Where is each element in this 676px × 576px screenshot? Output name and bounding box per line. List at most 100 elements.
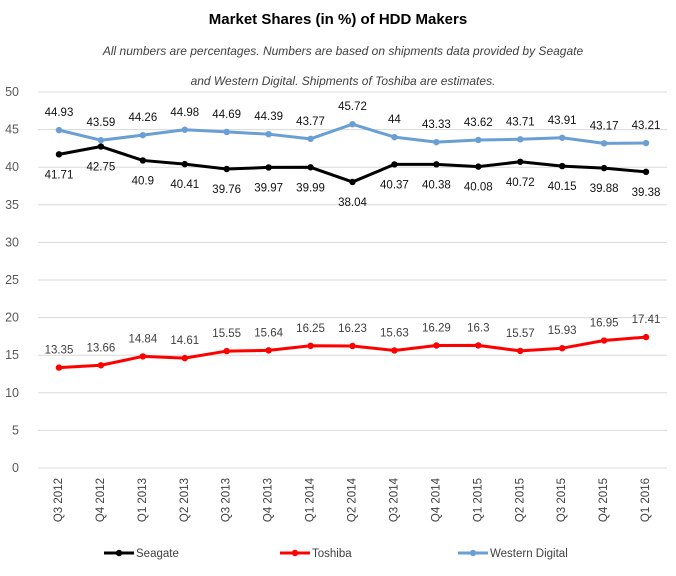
data-label-sg: 39.76 bbox=[212, 184, 241, 196]
data-label-sg: 40.41 bbox=[170, 179, 199, 191]
data-label-tb: 15.57 bbox=[506, 328, 535, 340]
data-point-sg bbox=[642, 168, 650, 176]
data-point-wd bbox=[558, 134, 566, 141]
data-point-tb bbox=[139, 353, 147, 360]
chart-subtitle-line-2: and Western Digital. Shipments of Toshib… bbox=[191, 74, 496, 88]
data-label-wd: 44.93 bbox=[45, 107, 74, 119]
data-point-sg bbox=[349, 178, 356, 186]
data-point-tb bbox=[600, 337, 608, 344]
series: 41.71 42.75 40.9 40.41 39.76 39.97 39.99 38.04 4… bbox=[45, 101, 661, 371]
data-point-tb bbox=[223, 347, 230, 355]
data-point-tb bbox=[307, 342, 314, 349]
data-point-sg bbox=[558, 162, 566, 170]
x-tick-label: Q3 2014 bbox=[388, 477, 400, 522]
data-point-sg bbox=[181, 160, 188, 168]
series-wd: 44.93 43.59 44.26 44.98 44.69 44.39 43.77 45.72… bbox=[45, 101, 660, 147]
x-tick-label: Q1 2015 bbox=[472, 478, 484, 522]
x-axis-ticks: Q3 2012 Q4 2012 Q1 2013 Q2 2013 Q3 2013 Q4 20… bbox=[53, 477, 652, 522]
data-point-tb bbox=[55, 364, 63, 371]
x-tick-label: Q1 2013 bbox=[137, 478, 149, 522]
y-tick-label: 20 bbox=[5, 311, 19, 325]
data-label-sg: 40.72 bbox=[506, 177, 535, 189]
data-point-wd bbox=[223, 128, 230, 136]
x-tick-label: Q4 2012 bbox=[95, 478, 107, 522]
data-label-tb: 13.35 bbox=[45, 345, 74, 357]
data-point-sg bbox=[307, 164, 314, 171]
y-tick-label: 5 bbox=[12, 423, 19, 437]
data-label-sg: 39.88 bbox=[590, 183, 619, 195]
data-point-sg bbox=[97, 143, 105, 150]
chart-title: Market Shares (in %) of HDD Makers bbox=[209, 11, 467, 28]
legend-marker bbox=[469, 549, 477, 557]
data-point-sg bbox=[433, 161, 440, 168]
data-point-wd bbox=[307, 135, 314, 143]
data-label-tb: 16.95 bbox=[590, 318, 619, 330]
data-label-sg: 40.15 bbox=[548, 181, 577, 193]
x-tick-label: Q2 2014 bbox=[347, 477, 359, 522]
data-label-wd: 43.17 bbox=[590, 120, 619, 132]
data-point-wd bbox=[55, 126, 63, 134]
data-point-tb bbox=[97, 362, 105, 369]
data-point-tb bbox=[517, 347, 524, 355]
data-point-sg bbox=[475, 163, 482, 170]
data-label-wd: 45.72 bbox=[338, 101, 367, 113]
y-tick-label: 35 bbox=[5, 198, 19, 212]
series-sg: 41.71 42.75 40.9 40.41 39.76 39.97 39.99 38.04 4… bbox=[45, 143, 661, 209]
x-tick-label: Q4 2014 bbox=[430, 477, 442, 522]
data-label-sg: 40.9 bbox=[132, 175, 154, 187]
data-label-wd: 43.71 bbox=[506, 116, 535, 128]
data-point-wd bbox=[475, 136, 482, 144]
data-label-tb: 17.41 bbox=[632, 314, 661, 326]
x-tick-label: Q3 2015 bbox=[556, 478, 568, 522]
x-tick-label: Q4 2015 bbox=[598, 478, 610, 522]
legend-marker bbox=[291, 549, 299, 557]
data-point-wd bbox=[600, 140, 608, 147]
data-label-wd: 43.62 bbox=[464, 117, 493, 129]
x-tick-label: Q1 2014 bbox=[305, 477, 317, 522]
data-point-wd bbox=[349, 120, 356, 128]
data-point-sg bbox=[265, 164, 272, 171]
data-point-tb bbox=[349, 342, 356, 350]
y-tick-label: 10 bbox=[5, 386, 19, 400]
data-point-wd bbox=[391, 133, 398, 141]
x-tick-label: Q2 2013 bbox=[179, 478, 191, 522]
data-label-sg: 40.38 bbox=[422, 179, 451, 191]
data-point-tb bbox=[265, 347, 272, 354]
data-point-wd bbox=[139, 131, 147, 139]
data-point-tb bbox=[475, 342, 482, 349]
data-point-wd bbox=[97, 137, 105, 144]
data-label-wd: 43.77 bbox=[296, 116, 325, 128]
data-point-tb bbox=[391, 347, 398, 354]
x-tick-label: Q2 2015 bbox=[514, 478, 526, 522]
data-label-tb: 16.29 bbox=[422, 322, 451, 334]
data-label-sg: 39.38 bbox=[632, 187, 661, 199]
data-point-sg bbox=[55, 151, 63, 158]
y-tick-label: 15 bbox=[5, 348, 19, 362]
y-tick-label: 50 bbox=[5, 85, 19, 99]
x-tick-label: Q3 2012 bbox=[53, 478, 65, 522]
data-point-sg bbox=[600, 164, 608, 172]
data-label-sg: 38.04 bbox=[338, 197, 367, 209]
data-label-wd: 44.98 bbox=[170, 107, 199, 119]
data-label-tb: 15.93 bbox=[548, 325, 577, 337]
data-label-sg: 42.75 bbox=[87, 162, 116, 174]
data-label-tb: 14.84 bbox=[128, 333, 157, 345]
data-label-sg: 41.71 bbox=[45, 169, 74, 181]
data-point-tb bbox=[642, 333, 650, 341]
legend-item-sg: Seagate bbox=[104, 548, 179, 560]
data-label-wd: 43.59 bbox=[87, 117, 116, 129]
data-point-wd bbox=[642, 139, 650, 147]
data-label-sg: 40.37 bbox=[380, 179, 409, 191]
data-label-sg: 40.08 bbox=[464, 182, 493, 194]
x-tick-label: Q1 2016 bbox=[640, 478, 652, 522]
y-tick-label: 30 bbox=[5, 235, 19, 249]
data-point-wd bbox=[265, 130, 272, 138]
data-label-sg: 39.97 bbox=[254, 182, 283, 194]
data-label-wd: 44.39 bbox=[254, 111, 283, 123]
data-point-tb bbox=[181, 354, 188, 362]
data-point-wd bbox=[517, 136, 524, 143]
legend-marker bbox=[115, 549, 123, 557]
data-label-wd: 43.91 bbox=[548, 115, 577, 127]
legend-label: Seagate bbox=[136, 548, 179, 560]
series-tb: 13.35 13.66 14.84 14.61 15.55 15.64 16.25 16.23… bbox=[45, 314, 661, 371]
